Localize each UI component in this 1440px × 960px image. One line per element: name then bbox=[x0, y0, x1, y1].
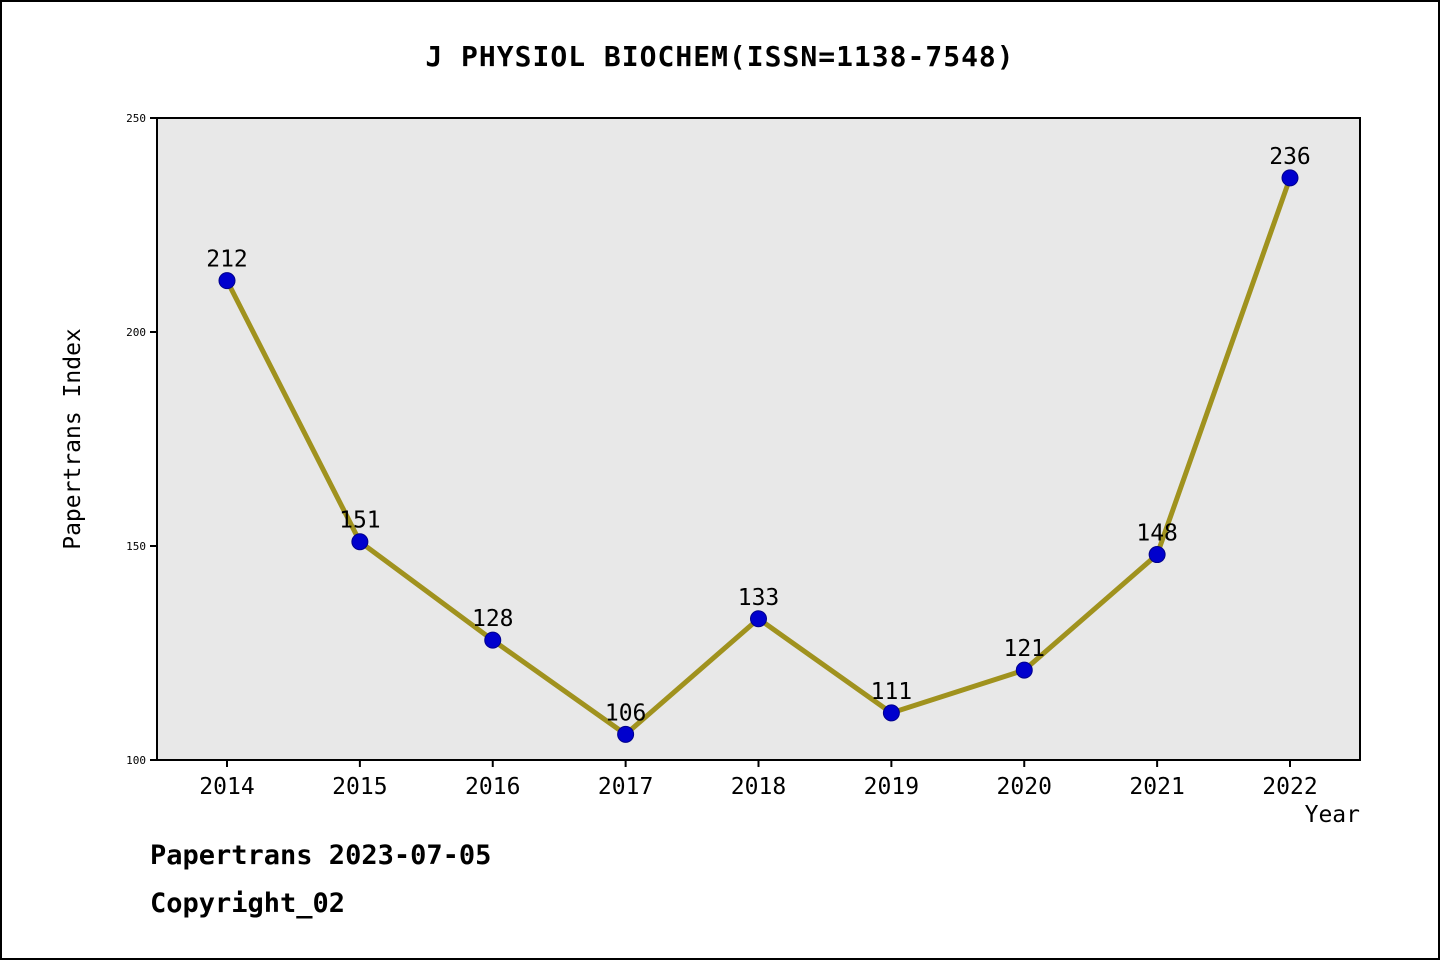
data-point bbox=[484, 631, 502, 649]
data-point-label: 236 bbox=[1269, 144, 1311, 170]
data-point bbox=[1148, 546, 1166, 564]
y-tick-label: 250 bbox=[126, 112, 146, 125]
data-point bbox=[617, 725, 635, 743]
x-tick-label: 2021 bbox=[1129, 774, 1184, 800]
data-point bbox=[882, 704, 900, 722]
y-tick-label: 100 bbox=[126, 754, 146, 767]
x-tick-label: 2015 bbox=[332, 774, 387, 800]
plot-area bbox=[156, 117, 1361, 761]
data-point bbox=[351, 533, 369, 551]
data-point bbox=[750, 610, 767, 628]
x-tick-label: 2014 bbox=[199, 774, 254, 800]
x-tick-label: 2020 bbox=[997, 774, 1052, 800]
data-point bbox=[1281, 169, 1299, 187]
footer-date: Papertrans 2023-07-05 bbox=[150, 840, 492, 871]
data-point-label: 106 bbox=[605, 700, 647, 726]
data-point bbox=[218, 272, 236, 290]
footer-copyright: Copyright_02 bbox=[150, 888, 346, 919]
x-tick-label: 2017 bbox=[598, 774, 653, 800]
data-point bbox=[1015, 661, 1033, 679]
data-point-label: 212 bbox=[206, 247, 248, 273]
y-tick-label: 200 bbox=[126, 326, 146, 339]
x-tick-label: 2018 bbox=[731, 774, 786, 800]
x-tick-label: 2016 bbox=[465, 774, 520, 800]
data-point-label: 111 bbox=[871, 679, 913, 705]
y-tick-label: 150 bbox=[126, 540, 146, 553]
data-point-label: 151 bbox=[339, 508, 381, 534]
x-tick-label: 2022 bbox=[1262, 774, 1317, 800]
y-axis-label: Papertrans Index bbox=[60, 328, 86, 550]
data-point-label: 133 bbox=[738, 585, 780, 611]
data-point-label: 148 bbox=[1136, 521, 1178, 547]
data-point-label: 121 bbox=[1003, 636, 1045, 662]
chart-title: J PHYSIOL BIOCHEM(ISSN=1138-7548) bbox=[425, 40, 1015, 73]
data-point-label: 128 bbox=[472, 606, 514, 632]
x-axis-label: Year bbox=[1305, 802, 1360, 828]
x-tick-label: 2019 bbox=[864, 774, 919, 800]
